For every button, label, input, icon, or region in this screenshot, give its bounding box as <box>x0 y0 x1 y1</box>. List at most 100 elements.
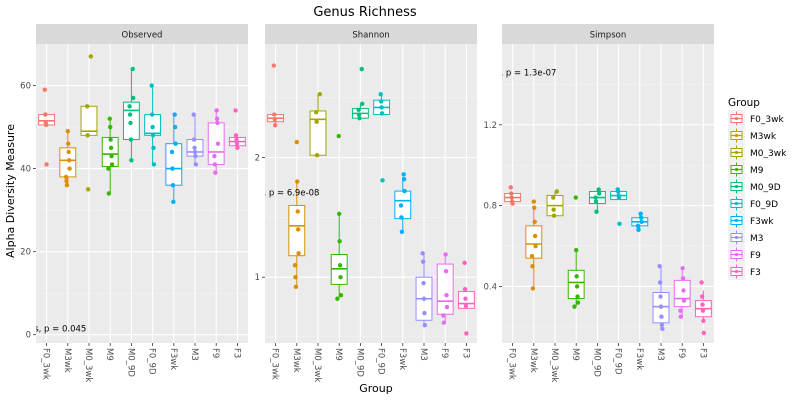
chart-title: Genus Richness <box>313 5 416 20</box>
data-point <box>532 205 537 210</box>
data-point <box>421 281 426 286</box>
box-M0_3wk <box>309 92 327 158</box>
data-point <box>463 296 468 301</box>
kruskal-wallis-annotation: ruskal-Wallis, p = 6.9e-08 <box>211 188 320 198</box>
data-point <box>128 120 133 126</box>
data-point <box>109 162 115 167</box>
legend-label: F9 <box>750 251 761 261</box>
box-F0_3wk <box>267 63 285 128</box>
legend-entry-F9: F9 <box>728 246 761 263</box>
legend-key-point <box>734 184 739 189</box>
data-point <box>379 111 385 116</box>
data-point <box>678 308 683 313</box>
box-M0_9D <box>351 66 369 121</box>
kruskal-wallis-annotation: ruskal-Wallis, p = 0.045 <box>0 324 86 334</box>
x-tick-label: M3 <box>418 348 428 361</box>
data-point <box>638 211 643 216</box>
data-point <box>234 141 240 146</box>
data-point <box>44 162 49 167</box>
box-M3wk <box>288 139 306 289</box>
data-point <box>67 166 72 171</box>
x-tick-label: F0_3wk <box>270 348 280 380</box>
box-iqr <box>165 143 183 186</box>
data-point <box>193 153 198 159</box>
box-F3wk <box>394 172 412 234</box>
x-tick-label: M9 <box>570 348 580 361</box>
legend-label: F3 <box>750 268 761 278</box>
legend-key-point <box>734 116 739 121</box>
data-point <box>639 219 644 224</box>
y-tick-label: 60 <box>20 82 31 92</box>
data-point <box>533 243 538 249</box>
data-point <box>356 107 361 112</box>
data-point <box>574 284 580 289</box>
data-point <box>401 172 406 177</box>
data-point <box>699 280 704 285</box>
data-point <box>357 115 362 121</box>
data-point <box>337 239 342 244</box>
data-point <box>106 166 111 171</box>
data-point <box>401 176 407 182</box>
y-tick-label: 1.2 <box>483 121 497 131</box>
legend-key-point <box>734 235 739 240</box>
strip-label: Shannon <box>352 31 389 41</box>
box-M3 <box>415 251 433 328</box>
data-point <box>295 179 300 184</box>
box-M0_9D <box>588 187 606 214</box>
box-M3 <box>186 112 204 167</box>
box-iqr <box>673 279 691 308</box>
data-point <box>508 185 513 190</box>
data-point <box>700 308 706 313</box>
x-tick-label: M3 <box>189 348 199 361</box>
data-point <box>680 276 686 281</box>
data-point <box>529 253 535 259</box>
data-point <box>657 264 662 269</box>
box-M9 <box>330 133 348 301</box>
box-F0_3wk <box>38 87 56 167</box>
x-tick-label: F0_9D <box>376 348 386 375</box>
data-point <box>678 314 684 319</box>
box-F9 <box>436 252 454 325</box>
data-point <box>293 284 299 289</box>
y-tick-label: 40 <box>20 165 31 175</box>
data-point <box>127 112 133 117</box>
data-point <box>462 286 468 292</box>
data-point <box>660 326 665 332</box>
data-point <box>530 264 535 269</box>
data-point <box>314 153 320 158</box>
data-point <box>378 99 384 104</box>
data-point <box>150 133 156 138</box>
x-tick-label: M3wk <box>528 348 538 373</box>
data-point <box>272 112 277 117</box>
data-point <box>398 203 404 208</box>
legend-title: Group <box>728 97 760 109</box>
data-point <box>699 294 705 299</box>
data-point <box>657 280 663 285</box>
data-point <box>150 124 155 130</box>
data-point <box>43 122 49 128</box>
facet-shannon: Shannon 1 2 F0_3wk M3wk M0_3wk M9 M0_9D F0_9D F3w… <box>211 24 477 382</box>
x-tick-label: F0_3wk <box>41 348 51 380</box>
data-point <box>338 292 344 298</box>
data-point <box>85 104 90 109</box>
facet-panels: Observed 0 20 40 60 F0_3wk M3wk M0_3wk M9 M0_9D F0… <box>0 24 714 382</box>
data-point <box>173 141 178 146</box>
data-point <box>594 209 599 214</box>
x-tick-label: F3 <box>697 348 707 358</box>
data-point <box>131 95 136 101</box>
data-point <box>233 133 239 138</box>
box-iqr <box>309 110 327 156</box>
data-point <box>172 124 178 130</box>
data-point <box>272 117 277 122</box>
x-tick-label: M0_9D <box>591 348 601 377</box>
data-point <box>531 199 536 204</box>
legend-entry-M9: M9 <box>728 161 764 178</box>
data-point <box>551 213 557 218</box>
strip-simpson <box>502 24 714 44</box>
legend-label: M9 <box>750 166 764 176</box>
data-point <box>107 116 112 121</box>
data-point <box>575 300 581 305</box>
box-M9 <box>101 116 119 196</box>
legend-entry-F0_9D: F0_9D <box>728 195 778 212</box>
